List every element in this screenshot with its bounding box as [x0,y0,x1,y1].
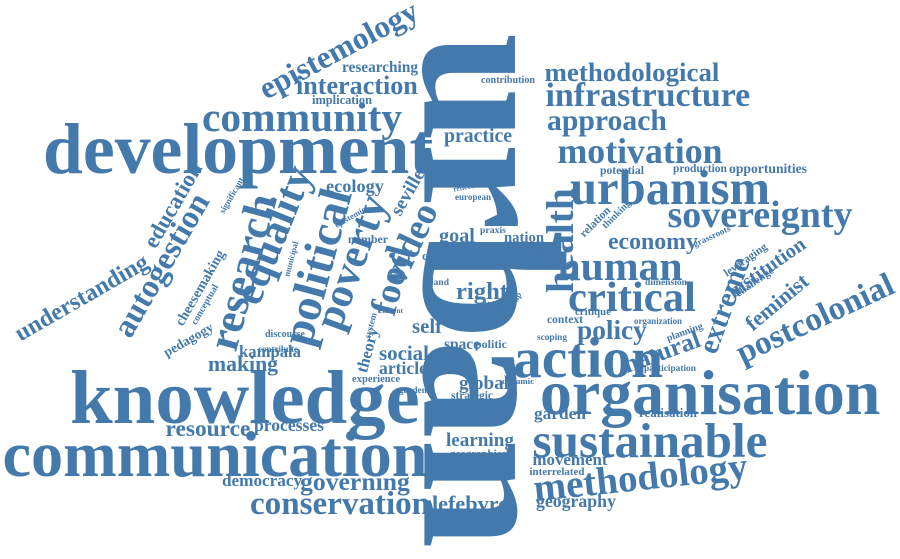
word-current: current [379,306,404,315]
word-gardener: gardener [399,385,435,396]
word-policy: policy [577,314,647,345]
word-economy: economy [608,229,698,255]
word-motivation: motivation [557,131,723,171]
word-urbanism: urbanism [570,160,771,215]
word-implication: implication [312,93,372,107]
word-land: land [431,278,449,288]
word-practice: practice [444,125,513,147]
word-right: right [456,277,508,305]
word-organization: organization [634,315,682,326]
word-interrelated: interrelated [529,465,585,478]
word-governing: governing [300,467,410,496]
word-nation: nation [504,229,545,246]
word-dimension: dimension [645,277,687,288]
word-conservation: conservation [250,485,431,522]
word-human: human [557,244,683,290]
word-infrastructure: infrastructure [545,77,751,114]
word-contribution: contribution [481,75,536,86]
word-lima: lima [484,300,504,312]
word-sector: sector [501,259,524,270]
word-contribute: contribute [258,343,298,354]
word-discourse: discourse [265,329,305,340]
word-democracy: democracy [222,470,303,490]
word-context: context [547,313,584,326]
word-movement: movement [532,449,608,469]
word-opportunities: opportunities [729,161,807,176]
word-sustainable: sustainable [532,412,768,468]
word-methodological: methodological [544,56,720,87]
word-politic: politic [475,337,507,351]
word-sovereignty: sovereignty [667,194,853,236]
word-space: space [444,335,481,353]
word-examine: examine [441,350,471,360]
word-approach: approach [547,105,667,137]
word-strategic: strategic [451,389,494,402]
word-ecology: ecology [326,176,384,196]
word-lefebvre: lefebvre [432,491,509,516]
word-kampala: kampala [239,341,302,361]
word-goal: goal [439,225,475,247]
word-resource: resource [165,415,251,442]
word-experience: experience [352,373,401,385]
word-european: european [455,191,492,202]
word-researching: researching [342,58,418,76]
word-garden: garden [534,403,586,423]
word-praxis: praxis [480,225,506,236]
word-potential: potential [600,164,644,177]
word-health: health [537,187,582,293]
word-geography: geography [536,491,616,511]
word-learning: learning [446,429,514,451]
word-knowledge: knowledge [70,354,420,440]
word-paper: paper [525,244,547,255]
word-action: action [513,326,664,390]
word-social: social [379,340,429,365]
word-number: number [348,232,388,246]
word-critical: critical [568,273,696,321]
word-global: global [459,372,510,394]
word-community: community [202,93,403,140]
word-scoping: scoping [537,332,568,343]
word-dynamic: dynamic [502,375,534,386]
word-self: self [412,313,443,338]
word-article: article [379,358,427,378]
word-realisation: realisation [639,404,697,420]
word-critique: critique [575,305,611,318]
word-interaction: interaction [296,71,418,100]
word-communication: communication [2,419,428,490]
word-organisation: organisation [540,357,881,428]
word-participation: participation [644,363,696,374]
word-production: production [673,162,727,175]
word-city: city [422,248,443,263]
word-processes: processes [254,415,324,435]
word-making: making [208,352,279,376]
word-geographical: geographical [450,447,510,460]
word-development: development [43,109,434,189]
